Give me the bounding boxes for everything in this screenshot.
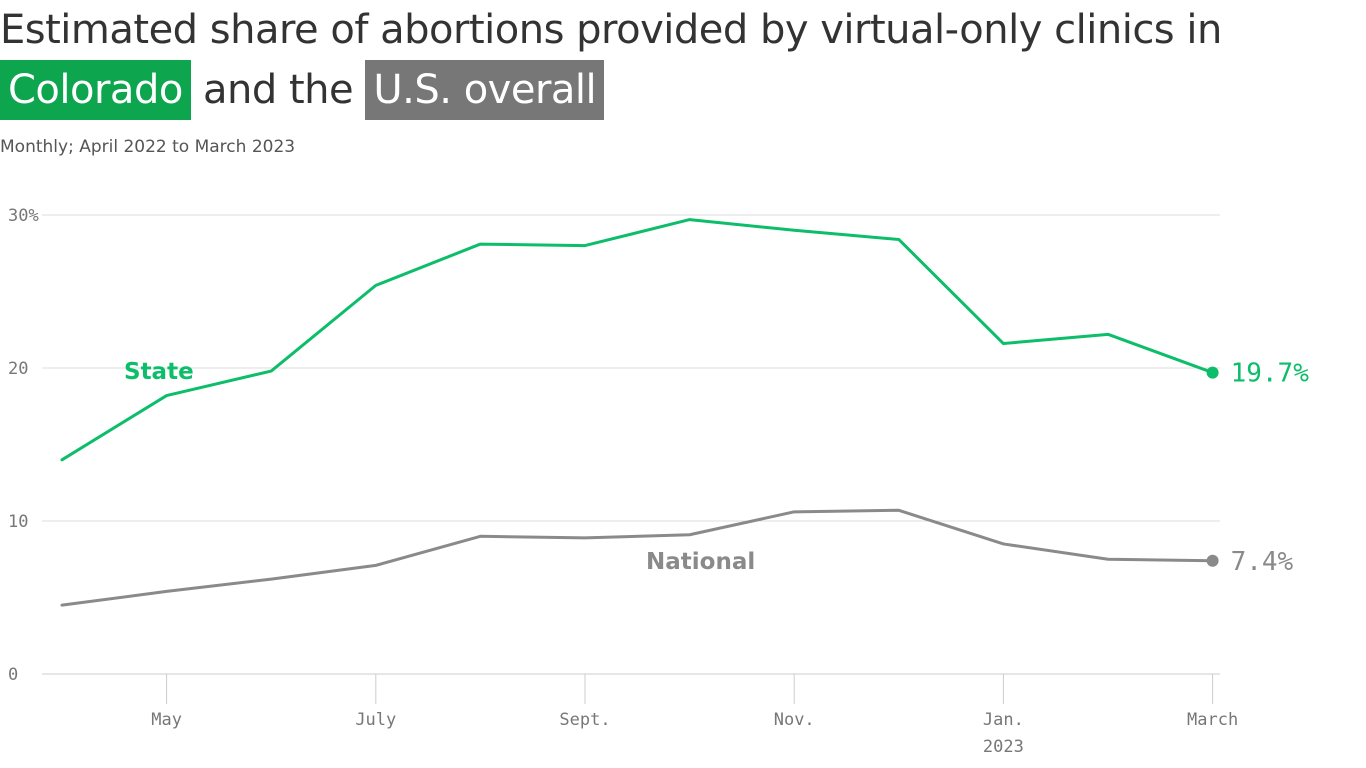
x-tick-sublabel-2023-01: 2023 — [983, 737, 1024, 757]
y-tick-label-30: 30% — [8, 206, 39, 226]
x-tick-label-2022-05: May — [151, 710, 182, 730]
label-layer: 19.7% 7.4% State National — [124, 359, 1309, 577]
y-tick-label-10: 10 — [8, 512, 28, 532]
y-tick-label-0: 0 — [8, 665, 18, 685]
title-line-1: Estimated share of abortions provided by… — [0, 7, 1222, 53]
chart-title: Estimated share of abortions provided by… — [0, 0, 1366, 120]
state-end-label: 19.7% — [1231, 359, 1310, 389]
title-highlight-us: U.S. overall — [365, 60, 605, 120]
x-tick-label-2023-01: Jan. — [983, 710, 1024, 730]
state-end-point — [1206, 366, 1219, 379]
x-tick-label-2023-03: March — [1187, 710, 1238, 730]
state-series-label: State — [124, 359, 194, 385]
grid-layer: 0 10 20 30% — [8, 206, 1220, 685]
national-series-label: National — [646, 549, 755, 575]
x-axis: May July Sept. Nov. Jan. 2023 March — [151, 674, 1238, 757]
title-connector: and the — [203, 67, 354, 113]
title-highlight-colorado: Colorado — [0, 60, 191, 120]
title-line-2: Colorado and the U.S. overall — [0, 60, 1366, 120]
x-tick-label-2022-09: Sept. — [559, 710, 610, 730]
national-series-line — [60, 508, 1215, 607]
state-series-line — [60, 218, 1215, 462]
chart-subtitle: Monthly; April 2022 to March 2023 — [0, 137, 296, 157]
x-tick-label-2022-07: July — [355, 710, 396, 730]
series-layer — [60, 218, 1219, 607]
national-end-label: 7.4% — [1231, 547, 1294, 577]
x-tick-label-2022-11: Nov. — [774, 710, 815, 730]
y-tick-label-20: 20 — [8, 359, 28, 379]
national-end-point — [1206, 554, 1219, 567]
